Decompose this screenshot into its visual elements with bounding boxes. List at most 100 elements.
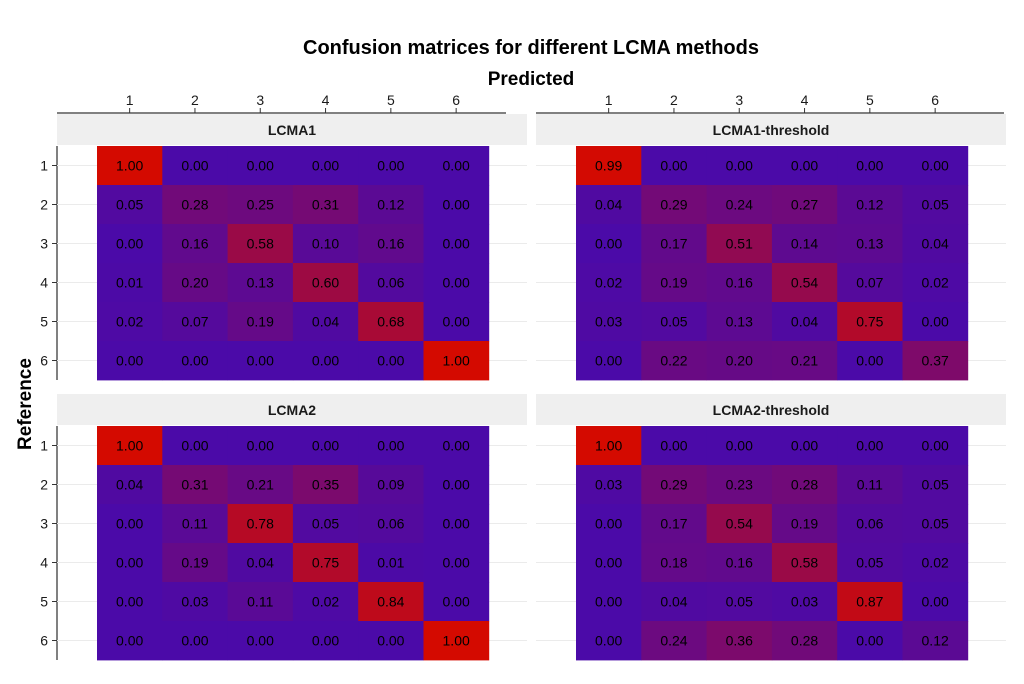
x-tick-label: 4 (801, 92, 809, 108)
cell-value-label: 0.00 (660, 158, 687, 174)
x-tick-label: 3 (256, 92, 264, 108)
heatmap-cell (162, 146, 228, 186)
cell-value-label: 0.87 (856, 594, 883, 610)
y-tick-label: 5 (40, 594, 48, 610)
heatmap-cell (771, 146, 838, 186)
cell-value-label: 0.05 (312, 516, 339, 532)
heatmap-cell (902, 582, 969, 622)
heatmap-cell (162, 263, 228, 303)
facet-strip-label: LCMA1-threshold (713, 122, 830, 138)
cell-value-label: 0.19 (791, 516, 818, 532)
cell-value-label: 0.29 (660, 477, 687, 493)
cell-value-label: 0.58 (247, 236, 274, 252)
cell-value-label: 0.00 (856, 633, 883, 649)
cell-value-label: 0.24 (726, 197, 753, 213)
heatmap-cell (97, 224, 163, 264)
cell-value-label: 0.00 (116, 236, 143, 252)
cell-value-label: 0.17 (660, 516, 687, 532)
cell-value-label: 0.75 (856, 314, 883, 330)
heatmap-cell (771, 263, 838, 303)
heatmap-cell (97, 341, 163, 381)
y-tick-label: 1 (40, 158, 48, 174)
heatmap-cell (292, 146, 359, 186)
cell-value-label: 0.19 (181, 555, 208, 571)
heatmap-cell (423, 426, 490, 466)
cell-value-label: 0.09 (377, 477, 404, 493)
cell-value-label: 0.05 (660, 314, 687, 330)
heatmap-cell (641, 465, 707, 505)
cell-value-label: 0.54 (726, 516, 753, 532)
heatmap-cell (292, 465, 359, 505)
heatmap-cell (97, 302, 163, 342)
cell-value-label: 0.04 (312, 314, 339, 330)
heatmap-cell (162, 302, 228, 342)
heatmap-cell (227, 465, 294, 505)
cell-value-label: 0.00 (443, 477, 470, 493)
x-tick-label: 6 (452, 92, 460, 108)
heatmap-cell (837, 621, 903, 661)
cell-value-label: 0.16 (377, 236, 404, 252)
cell-value-label: 0.28 (791, 477, 818, 493)
cell-value-label: 0.00 (181, 633, 208, 649)
heatmap-cell (97, 504, 163, 544)
heatmap-cell (227, 224, 294, 264)
heatmap-cell (706, 504, 773, 544)
cell-value-label: 0.00 (660, 438, 687, 454)
cell-value-label: 0.00 (595, 353, 622, 369)
heatmap-cell (902, 185, 969, 225)
heatmap-cell (423, 465, 490, 505)
cell-value-label: 0.12 (922, 633, 949, 649)
cell-value-label: 0.10 (312, 236, 339, 252)
heatmap-cell (576, 582, 642, 622)
heatmap-cell (358, 543, 424, 583)
y-tick-label: 5 (40, 314, 48, 330)
y-axis-title: Reference (15, 358, 36, 450)
heatmap-cell (423, 543, 490, 583)
cell-value-label: 0.04 (116, 477, 143, 493)
heatmap-cell (771, 224, 838, 264)
heatmap-cell (227, 426, 294, 466)
cell-value-label: 0.13 (726, 314, 753, 330)
cell-value-label: 0.68 (377, 314, 404, 330)
cell-value-label: 0.24 (660, 633, 687, 649)
heatmap-cell (292, 426, 359, 466)
cell-value-label: 0.00 (595, 516, 622, 532)
heatmap-panel-lcma2-threshold: LCMA2-threshold 1.00 0.00 0.00 0.00 0.00 0.00 0… (536, 394, 1006, 661)
heatmap-cell (227, 543, 294, 583)
cell-value-label: 0.06 (377, 275, 404, 291)
heatmap-cell (358, 621, 424, 661)
cell-value-label: 0.00 (856, 158, 883, 174)
cell-value-label: 0.00 (595, 633, 622, 649)
cell-value-label: 1.00 (595, 438, 622, 454)
heatmap-cell (902, 504, 969, 544)
heatmap-cell (162, 185, 228, 225)
cell-value-label: 0.00 (247, 633, 274, 649)
cell-value-label: 0.14 (791, 236, 818, 252)
heatmap-cell (97, 621, 163, 661)
heatmap-cell (771, 504, 838, 544)
cell-value-label: 0.04 (247, 555, 274, 571)
heatmap-cell (771, 582, 838, 622)
cell-value-label: 0.02 (116, 314, 143, 330)
heatmap-cell (358, 504, 424, 544)
heatmap-cell (358, 341, 424, 381)
panels: 1 2 3 4 5 6 1 2 3 4 5 6 1 2 3 4 5 6 1 2 3 4 5 6 LCMA1 1.00 0.00 0.0… (40, 92, 1006, 661)
heatmap-cell (292, 185, 359, 225)
heatmap-cell (423, 582, 490, 622)
heatmap-cell (292, 621, 359, 661)
heatmap-cell (706, 185, 773, 225)
heatmap-cell (162, 504, 228, 544)
cell-value-label: 0.00 (443, 594, 470, 610)
heatmap-cell (771, 426, 838, 466)
cell-value-label: 0.00 (377, 438, 404, 454)
cell-value-label: 0.20 (181, 275, 208, 291)
cell-value-label: 0.28 (181, 197, 208, 213)
cell-value-label: 0.00 (116, 516, 143, 532)
y-tick-label: 6 (40, 633, 48, 649)
heatmap-cell (641, 185, 707, 225)
cell-value-label: 0.00 (377, 158, 404, 174)
cell-value-label: 0.75 (312, 555, 339, 571)
cell-value-label: 0.51 (726, 236, 753, 252)
cell-value-label: 0.31 (181, 477, 208, 493)
cell-value-label: 0.11 (182, 516, 208, 532)
